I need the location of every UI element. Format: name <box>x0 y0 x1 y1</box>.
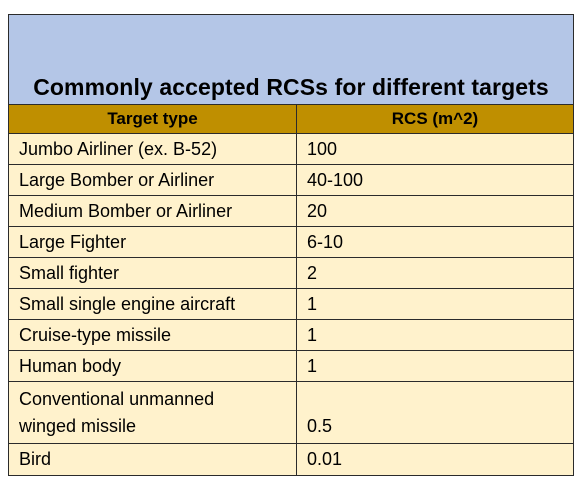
rcs-value-cell: 2 <box>307 262 318 283</box>
table-row: Human body 1 <box>9 351 573 382</box>
target-type-cell: Small fighter <box>9 258 297 288</box>
table-title: Commonly accepted RCSs for different tar… <box>33 74 549 100</box>
rcs-value-cell: 20 <box>307 200 328 221</box>
target-type-cell: Cruise-type missile <box>9 320 297 350</box>
table-title-cell: Commonly accepted RCSs for different tar… <box>9 15 573 105</box>
column-header-rcs: RCS (m^2) <box>391 109 479 128</box>
table-row: Jumbo Airliner (ex. B-52) 100 <box>9 134 573 165</box>
target-type-cell: Medium Bomber or Airliner <box>9 196 297 226</box>
target-type-cell: Large Fighter <box>9 227 297 257</box>
rcs-value-cell: 1 <box>307 324 318 345</box>
table-row: Small fighter 2 <box>9 258 573 289</box>
column-header-target-type: Target type <box>9 105 297 133</box>
target-type-cell: Conventional unmanned winged missile <box>9 382 297 443</box>
rcs-value-cell: 0.01 <box>307 449 343 469</box>
rcs-value-cell: 100 <box>307 138 338 159</box>
target-type-cell: Jumbo Airliner (ex. B-52) <box>9 134 297 164</box>
table-row: Conventional unmanned winged missile 0.5 <box>9 382 573 444</box>
table-row: Large Bomber or Airliner 40-100 <box>9 165 573 196</box>
rcs-value-cell: 6-10 <box>307 231 344 252</box>
target-type-cell: Small single engine aircraft <box>9 289 297 319</box>
rcs-value-cell: 0.5 <box>307 416 333 436</box>
target-type-cell: Large Bomber or Airliner <box>9 165 297 195</box>
table-row: Small single engine aircraft 1 <box>9 289 573 320</box>
rcs-value-cell: 1 <box>307 355 318 376</box>
table-row: Bird 0.01 <box>9 444 573 475</box>
rcs-value-cell: 40-100 <box>307 169 364 190</box>
target-type-cell: Bird <box>9 444 297 475</box>
table-header-row: Target type RCS (m^2) <box>9 105 573 134</box>
table-row: Large Fighter 6-10 <box>9 227 573 258</box>
rcs-value-cell: 1 <box>307 293 318 314</box>
table-row: Cruise-type missile 1 <box>9 320 573 351</box>
table-row: Medium Bomber or Airliner 20 <box>9 196 573 227</box>
target-type-cell: Human body <box>9 351 297 381</box>
rcs-table: Commonly accepted RCSs for different tar… <box>8 14 574 476</box>
